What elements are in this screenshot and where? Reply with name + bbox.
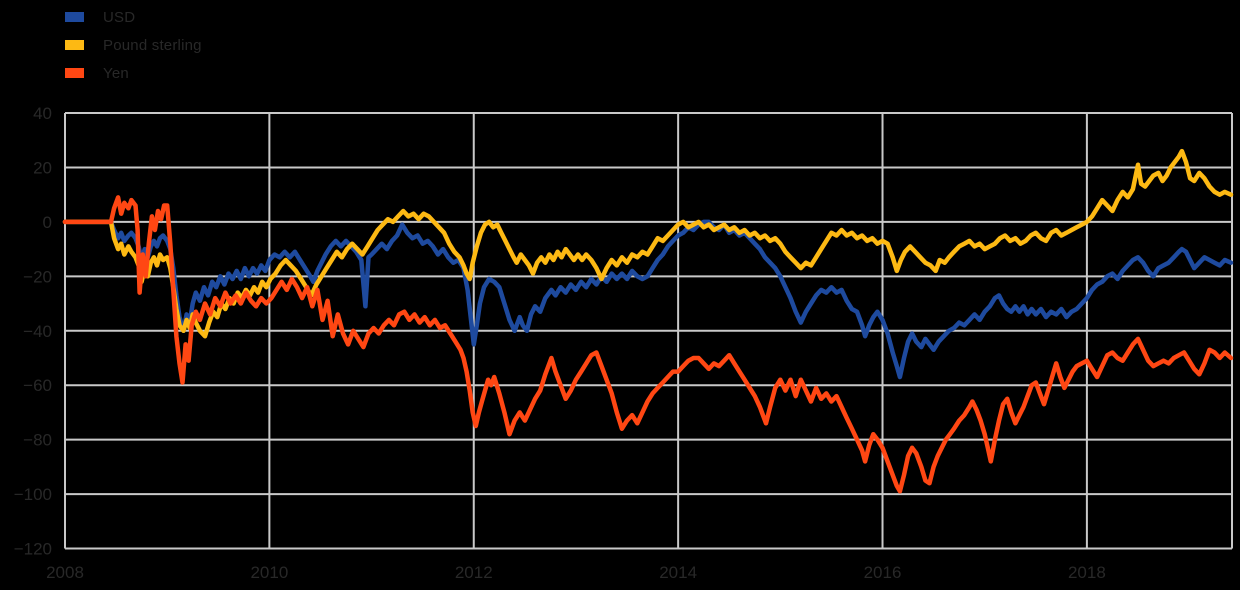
- x-axis-tick-label: 2018: [1068, 563, 1106, 582]
- y-axis-tick-label: −80: [23, 431, 52, 450]
- yen-legend-swatch: [65, 68, 84, 78]
- x-axis-tick-label: 2016: [864, 563, 902, 582]
- y-axis-tick-label: −20: [23, 267, 52, 286]
- legend-item-usd: USD: [65, 3, 202, 31]
- y-axis-tick-label: 20: [33, 158, 52, 177]
- pound-sterling-legend-label: Pound sterling: [103, 36, 202, 54]
- x-axis-tick-label: 2010: [250, 563, 288, 582]
- line-usd: [62, 219, 1234, 380]
- line-pound-sterling: [62, 148, 1234, 339]
- y-axis-tick-label: −60: [23, 376, 52, 395]
- usd-legend-swatch: [65, 12, 84, 22]
- y-axis-tick-label: −100: [14, 485, 52, 504]
- y-axis-tick-label: −40: [23, 322, 52, 341]
- y-axis-tick-label: 0: [43, 213, 52, 232]
- line-yen: [62, 195, 1234, 494]
- usd-legend-label: USD: [103, 8, 136, 26]
- x-axis-tick-label: 2008: [46, 563, 84, 582]
- y-axis-tick-label: 40: [33, 104, 52, 123]
- legend-item-yen: Yen: [65, 59, 202, 87]
- chart-legend: USD Pound sterling Yen: [65, 3, 202, 87]
- y-axis-tick-label: −120: [14, 540, 52, 559]
- x-axis-tick-label: 2014: [659, 563, 697, 582]
- x-axis-tick-label: 2012: [455, 563, 493, 582]
- pound-sterling-legend-swatch: [65, 40, 84, 50]
- yen-legend-label: Yen: [103, 64, 129, 82]
- legend-item-pound-sterling: Pound sterling: [65, 31, 202, 59]
